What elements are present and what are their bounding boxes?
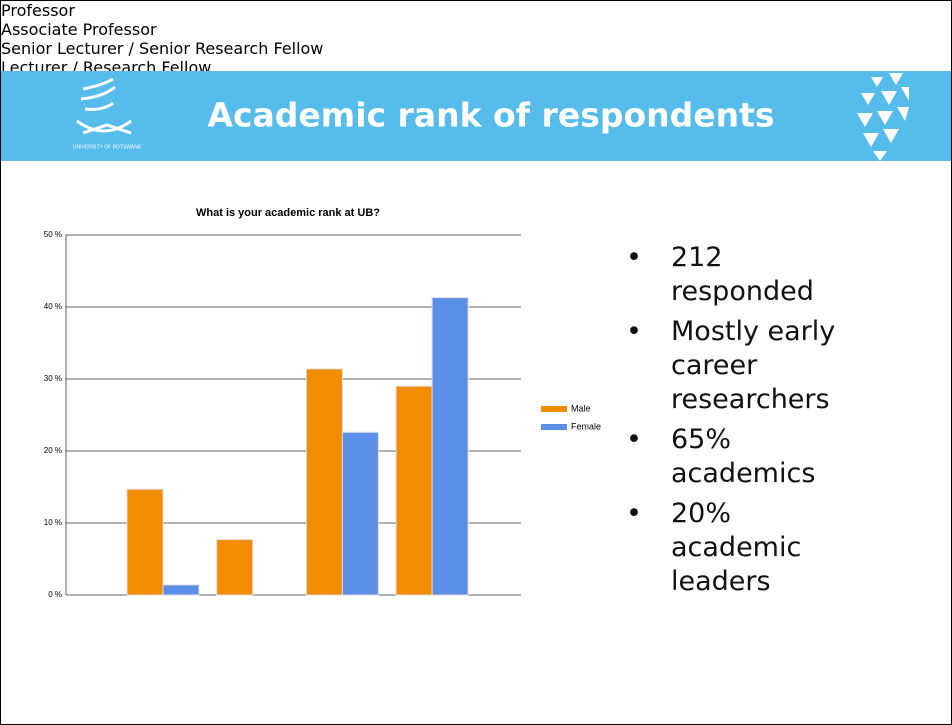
logo bbox=[76, 77, 132, 135]
bullet: 212 responded bbox=[626, 241, 861, 309]
y-tick-label: 20 % bbox=[44, 446, 62, 455]
slide-title: Academic rank of respondents bbox=[207, 96, 774, 135]
x-tick-label: Professor bbox=[1, 1, 75, 20]
x-tick-label: Senior Lecturer / Senior Research Fellow bbox=[1, 39, 324, 58]
header-band bbox=[1, 71, 951, 161]
chart-title: What is your academic rank at UB? bbox=[196, 207, 380, 219]
legend-swatch bbox=[541, 424, 567, 430]
y-tick-label: 10 % bbox=[44, 518, 62, 527]
pattern bbox=[857, 73, 909, 161]
legend-label: Female bbox=[571, 421, 601, 431]
bullet: 65% academics bbox=[626, 423, 861, 491]
logo-text: UNIVERSITY OF BOTSWANA bbox=[73, 144, 142, 150]
bullet: Mostly early career researchers bbox=[626, 315, 861, 417]
bullet-list: 212 respondedMostly early career researc… bbox=[626, 241, 861, 605]
y-tick-label: 0 % bbox=[48, 590, 62, 599]
legend-label: Male bbox=[571, 403, 591, 413]
x-tick-label: Associate Professor bbox=[1, 20, 157, 39]
bar bbox=[126, 488, 164, 596]
bar bbox=[216, 539, 254, 596]
y-tick-label: 30 % bbox=[44, 374, 62, 383]
bar bbox=[395, 385, 433, 596]
y-tick-label: 40 % bbox=[44, 302, 62, 311]
legend-swatch bbox=[541, 406, 567, 412]
y-tick-label: 50 % bbox=[44, 230, 62, 239]
bar bbox=[305, 368, 343, 596]
bar bbox=[162, 584, 200, 596]
bar bbox=[431, 297, 469, 596]
bullet: 20% academic leaders bbox=[626, 497, 861, 599]
bar bbox=[341, 431, 379, 596]
